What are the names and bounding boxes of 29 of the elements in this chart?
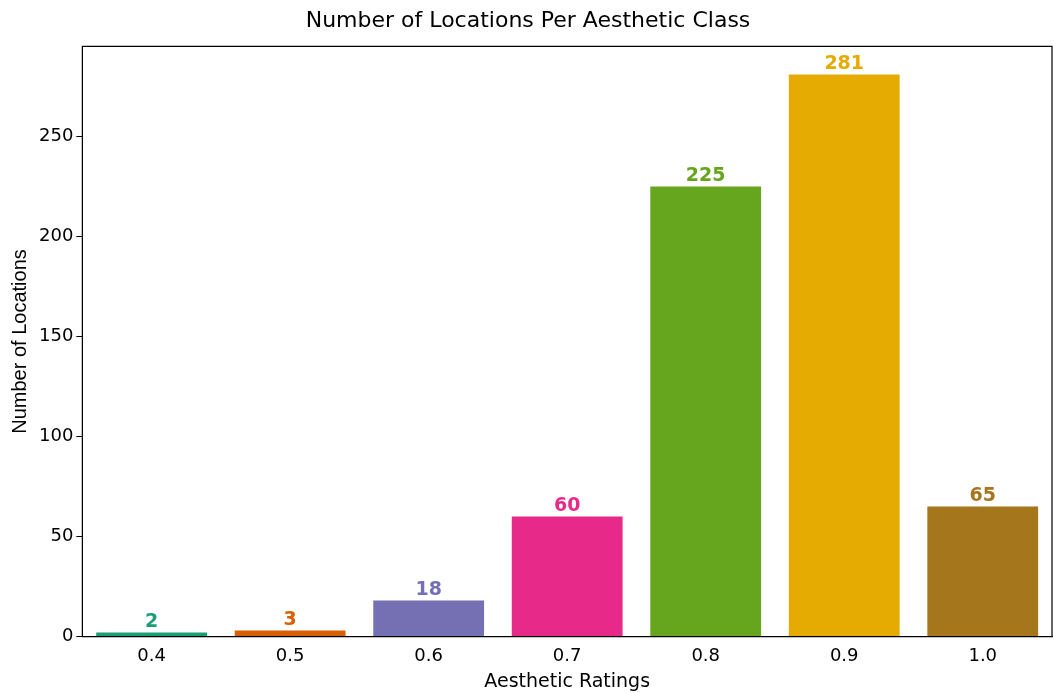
y-tick-label: 100 [39,424,74,446]
bar [650,186,762,637]
data-label: 65 [969,482,996,505]
data-label: 18 [415,577,442,600]
y-tick-label: 150 [39,324,74,346]
bar [234,630,346,637]
x-tick-label: 0.4 [137,644,166,666]
data-label: 281 [824,50,865,73]
y-tick-label: 200 [39,224,74,246]
bar [373,600,485,637]
data-label: 3 [283,607,297,630]
data-label: 2 [145,609,159,632]
y-tick-label: 250 [39,124,74,146]
data-label: 225 [685,162,726,185]
x-tick-label: 0.8 [691,644,721,666]
y-tick-label: 50 [50,524,74,546]
x-tick-label: 0.6 [414,644,443,666]
y-axis-title: Number of Locations [7,249,30,434]
chart-title: Number of Locations Per Aesthetic Class [305,6,751,32]
x-tick-label: 0.5 [275,644,305,666]
bar [788,74,900,637]
bar [511,516,623,637]
y-tick-label: 0 [61,624,74,646]
x-tick-label: 1.0 [968,644,998,666]
x-axis-title: Aesthetic Ratings [484,668,651,691]
data-label: 60 [553,493,581,515]
bar [927,506,1039,637]
x-tick-label: 0.9 [829,644,859,666]
x-tick-label: 0.7 [552,644,582,666]
